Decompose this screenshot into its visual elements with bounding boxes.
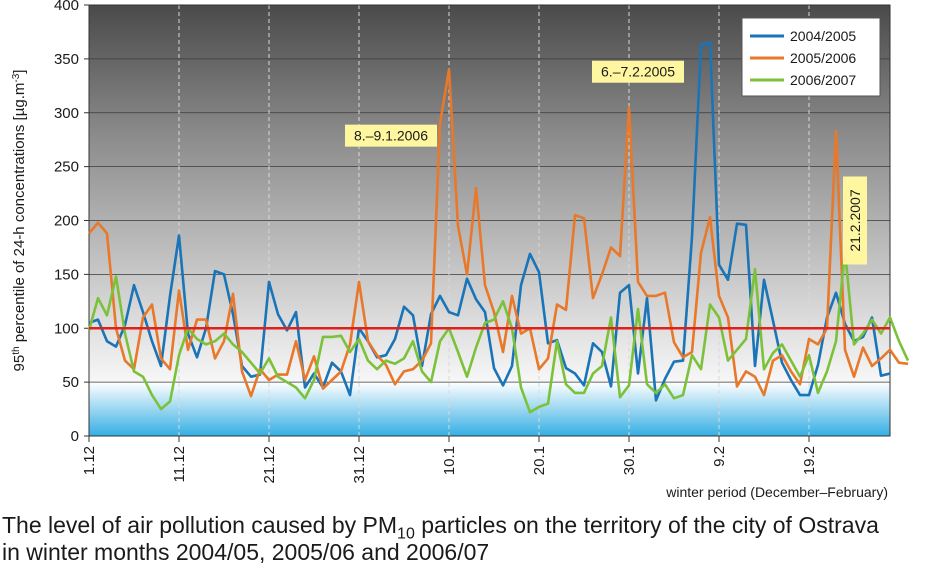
annotation-box: [592, 60, 684, 83]
x-tick-label: 9.2: [711, 446, 728, 467]
caption-subscript: 10: [397, 525, 415, 543]
pm10-line-chart: 0 50 100 150 200 250 300 350 400 1.12 11.12 21.12 3…: [11, 0, 910, 500]
annotation-label: 21.2.2007: [843, 176, 867, 265]
y-tick-label: 200: [54, 213, 79, 230]
x-tick-label: 19.2: [801, 446, 818, 475]
legend-label: 2004/2005: [790, 28, 856, 44]
caption-line-2: in winter months 2004/05, 2005/06 and 20…: [2, 539, 490, 565]
y-axis-ticks: 0 50 100 150 200 250 300 350 400: [54, 0, 89, 445]
annotations: 6.–7.2.2005 8.–9.1.2006 21.2.2007: [345, 60, 867, 265]
legend-label: 2005/2006: [790, 50, 856, 66]
annotation-text: 8.–9.1.2006: [354, 128, 428, 144]
figure-caption: The level of air pollution caused by PM1…: [2, 512, 948, 566]
y-axis-label-part: ]: [11, 70, 28, 74]
x-tick-label: 20.1: [531, 446, 548, 475]
x-axis-label: winter period (December–February): [665, 484, 888, 500]
y-tick-label: 50: [62, 374, 79, 391]
y-axis-label: 95th percentile of 24-h concentrations […: [11, 70, 29, 372]
y-tick-label: 400: [54, 0, 79, 14]
x-tick-label: 11.12: [171, 446, 188, 482]
x-axis-ticks: 1.12 11.12 21.12 31.12 10.1 20.1 30.1 9.2 19.2: [81, 436, 818, 484]
legend: 2004/2005 2005/2006 2006/2007: [741, 17, 881, 97]
caption-text-before: The level of air pollution caused by PM: [2, 512, 398, 538]
series-lines: [87, 41, 910, 414]
y-tick-label: 300: [54, 105, 79, 122]
x-tick-label: 10.1: [441, 446, 458, 475]
y-axis-label-part: percentile of 24-h concentrations [µg.m: [11, 83, 28, 347]
annotation-box: [345, 124, 437, 147]
series-line-2004-2005: [88, 41, 891, 402]
plot-background-lower: [89, 382, 890, 436]
x-tick-label: 31.12: [351, 446, 368, 484]
y-axis-label-superscript: th: [11, 346, 22, 354]
y-tick-label: 0: [71, 428, 79, 445]
annotation-label: 6.–7.2.2005: [592, 60, 684, 83]
y-tick-label: 100: [54, 320, 79, 337]
x-tick-label: 1.12: [81, 446, 98, 475]
annotation-text: 6.–7.2.2005: [601, 64, 675, 80]
annotation-text: 21.2.2007: [847, 189, 863, 251]
y-tick-label: 250: [54, 159, 79, 176]
series-line-2006-2007: [87, 249, 910, 414]
x-tick-label: 21.12: [261, 446, 278, 484]
x-tick-label: 30.1: [621, 446, 638, 475]
y-tick-label: 150: [54, 266, 79, 283]
caption-text-after: particles on the territory of the city o…: [414, 512, 879, 538]
annotation-label: 8.–9.1.2006: [345, 124, 437, 147]
annotation-box: [843, 176, 867, 265]
y-axis-label-superscript: -3: [11, 73, 22, 82]
legend-label: 2006/2007: [790, 72, 856, 88]
caption-line-1: The level of air pollution caused by PM1…: [2, 512, 948, 542]
y-tick-label: 350: [54, 51, 79, 68]
y-axis-label-part: 95: [11, 355, 28, 372]
series-line-2005-2006: [88, 68, 909, 398]
